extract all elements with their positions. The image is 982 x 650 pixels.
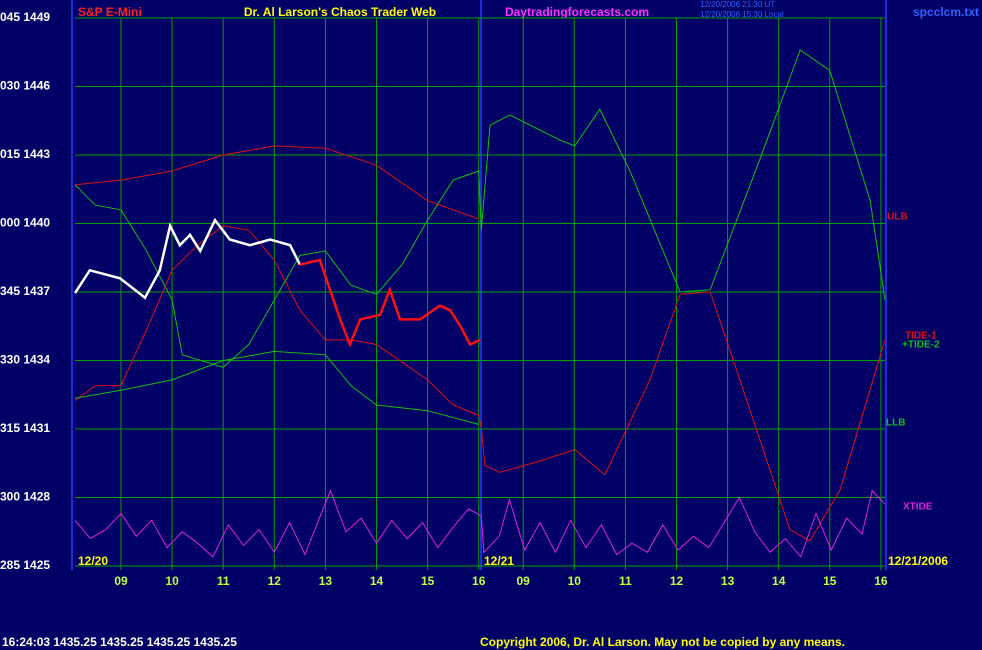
timestamp: 12/20/2006 15:30 Local [700,10,784,19]
series-label: TIDE-1 [905,331,937,342]
series-line [74,350,479,425]
chart-title: Dr. Al Larson's Chaos Trader Web [244,5,436,19]
y-tick-label: 000 1440 [0,216,50,230]
y-tick-label: 015 1443 [0,147,50,161]
x-tick-label: 10 [568,574,582,588]
file-name: spcclcm.txt [913,5,979,19]
x-tick-label: 12 [670,574,684,588]
x-tick-label: 14 [370,574,384,588]
x-tick-label: 12 [268,574,282,588]
x-tick-label: 09 [114,574,128,588]
y-tick-label: 345 1437 [0,284,50,298]
x-tick-label: 11 [217,574,230,588]
site: Daytradingforecasts.com [505,5,649,19]
x-tick-label: 15 [421,574,435,588]
x-tick-label: 16 [874,574,888,588]
x-tick-label: 11 [619,574,632,588]
series-label: ULB [887,212,908,223]
price-line [299,258,481,348]
series-line [74,489,886,558]
x-tick-label: 15 [823,574,837,588]
series-label: LLB [886,418,905,429]
timestamp: 12/20/2006 21:30 UT [700,0,775,9]
x-tick-label: 13 [721,574,735,588]
copyright: Copyright 2006, Dr. Al Larson. May not b… [480,635,845,649]
series-line [74,145,479,220]
series-label: +TIDE-2 [902,340,940,351]
x-tick-label: 10 [165,574,179,588]
day-label: 12/21 [484,554,514,568]
y-tick-label: 300 1428 [0,490,50,504]
x-tick-label: 13 [319,574,333,588]
y-tick-label: 315 1431 [0,421,50,435]
y-tick-label: 045 1449 [0,10,50,24]
footer-quote: 16:24:03 1435.25 1435.25 1435.25 1435.25 [2,635,237,649]
series-label: XTIDE [903,502,933,513]
series-line [74,225,886,542]
x-tick-label: 14 [772,574,786,588]
y-tick-label: 285 1425 [0,558,50,572]
price-line [73,217,302,300]
y-tick-label: 330 1434 [0,353,50,367]
series-line [74,49,886,368]
day-label: 12/20 [78,554,108,568]
y-tick-label: 030 1446 [0,79,50,93]
x-tick-label: 16 [472,574,486,588]
instrument: S&P E-Mini [78,5,142,19]
x-tick-label: 09 [517,574,531,588]
day-label: 12/21/2006 [888,554,948,568]
